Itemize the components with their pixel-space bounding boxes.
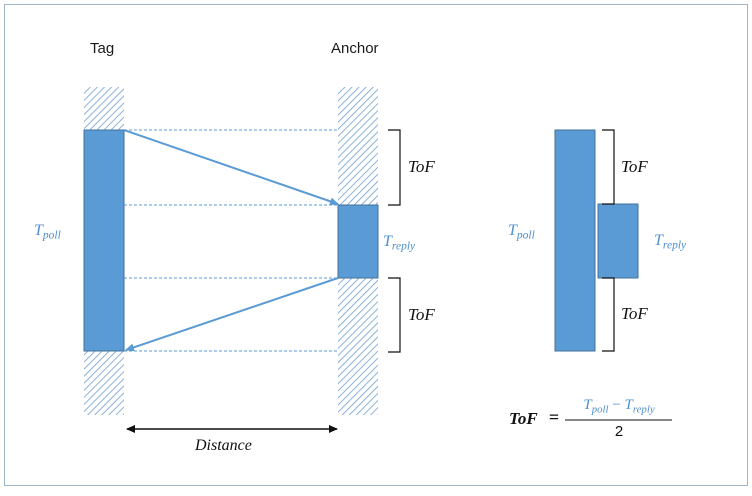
t-poll-label-compact: Tpoll: [508, 222, 535, 242]
response-message-arrow: [125, 277, 339, 352]
formula-denominator: 2: [614, 423, 624, 440]
distance-label: Distance: [195, 437, 252, 454]
reply-bar-compact: [597, 203, 639, 279]
t-reply-label: Treply: [383, 233, 416, 253]
tof-bracket-lower: [388, 277, 401, 353]
dashed-guides: [124, 129, 338, 352]
tag-poll-bar: [83, 129, 125, 352]
formula-equals: =: [548, 407, 560, 427]
t-poll-label: Tpoll: [34, 222, 61, 242]
formula-lhs: ToF: [509, 409, 538, 428]
tof-label-compact-upper: ToF: [621, 157, 648, 176]
tof-label-lower: ToF: [408, 305, 435, 324]
poll-message-arrow: [123, 129, 339, 206]
tof-label-upper: ToF: [408, 157, 435, 176]
tag-label: Tag: [90, 40, 115, 57]
anchor-label: Anchor: [331, 40, 379, 57]
tof-bracket-compact-upper: [602, 129, 615, 205]
tof-bracket-compact-lower: [602, 277, 615, 352]
poll-bar-compact: [554, 129, 596, 352]
formula-numerator: Tpoll − Treply: [583, 397, 655, 416]
tof-label-compact-lower: ToF: [621, 304, 648, 323]
t-reply-label-compact: Treply: [654, 232, 687, 252]
anchor-reply-bar: [337, 204, 379, 279]
tof-bracket-upper: [388, 129, 401, 206]
